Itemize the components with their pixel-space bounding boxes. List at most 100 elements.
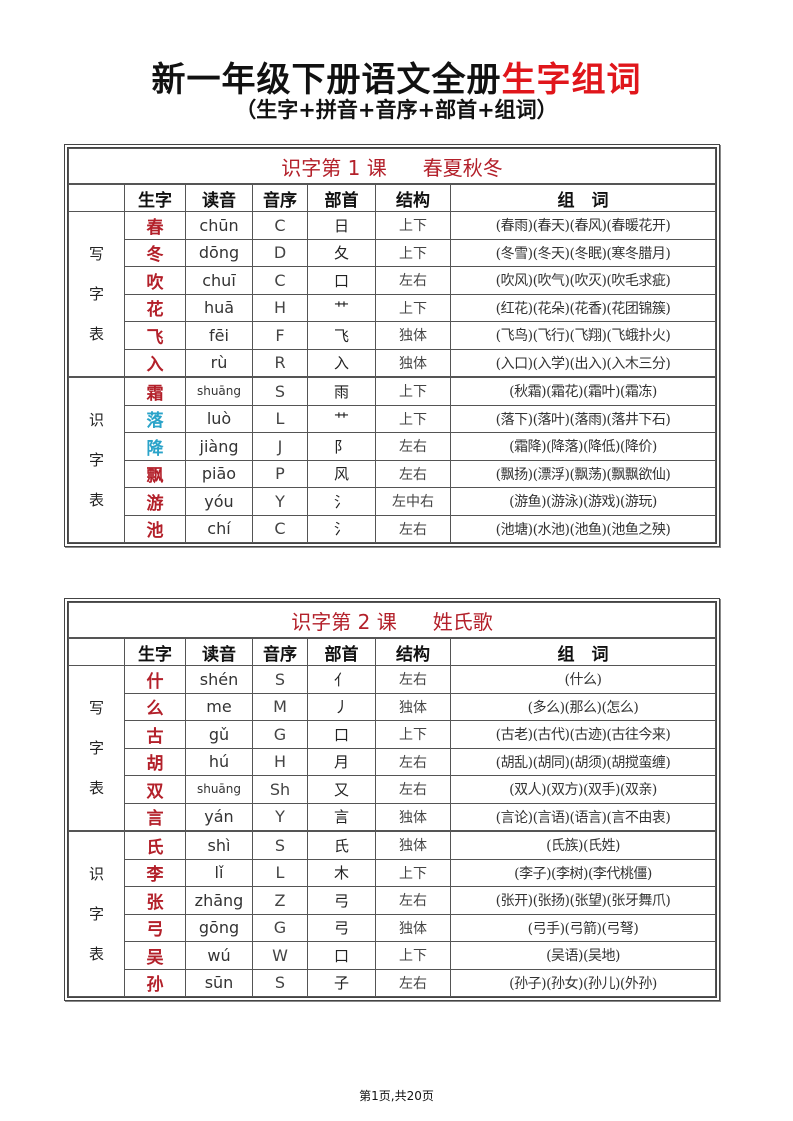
table-row: 花 huā H 艹上下 (红花)(花朵)(花香)(花团锦簇)	[69, 293, 716, 322]
char-cell: 弓	[124, 913, 186, 942]
order-cell: L	[252, 404, 308, 433]
table-row: 冬 dōng D 夂上下 (冬雪)(冬天)(冬眠)(寒冬腊月)	[69, 238, 716, 267]
words-cell: (飘扬)(漂浮)(飘荡)(飘飘欲仙)	[450, 459, 716, 488]
radical-cell: 氵	[307, 487, 376, 516]
pinyin-cell: chí	[185, 514, 253, 543]
structure-cell: 左右	[375, 747, 451, 776]
page-subtitle: （生字+拼音+音序+部首+组词）	[235, 98, 558, 122]
pinyin-cell: gōng	[185, 913, 253, 942]
vocab-table: 识字第 1 课春夏秋冬 生字 读音 音序 部首 结构组 词写字表春 chūn C 日上下 (春雨)…	[68, 148, 716, 543]
group-label-char: 字	[88, 905, 104, 923]
table-row: 孙 sūn S 子左右 (孙子)(孙女)(孙儿)(外孙)	[69, 968, 716, 997]
group-label-char: 字	[88, 285, 104, 303]
structure-cell: 独体	[375, 321, 451, 350]
words-cell: (落下)(落叶)(落雨)(落井下石)	[450, 404, 716, 433]
order-cell: R	[252, 348, 308, 378]
lesson-title: 识字第 2 课 姓氏歌	[68, 602, 716, 639]
radical-cell: 弓	[307, 886, 376, 915]
order-cell: G	[252, 720, 308, 749]
order-cell: C	[252, 211, 308, 240]
char-cell: 入	[124, 348, 186, 378]
group-label: 识字表	[68, 376, 125, 543]
pinyin-cell: jiàng	[185, 432, 253, 461]
char-cell: 冬	[124, 238, 186, 267]
radical-cell: 雨	[307, 376, 376, 406]
radical-cell: 艹	[307, 404, 376, 433]
radical-cell: 艹	[307, 293, 376, 322]
column-header: 部首	[307, 183, 376, 212]
char-cell: 李	[124, 858, 186, 887]
char-cell: 胡	[124, 747, 186, 776]
order-cell: M	[252, 692, 308, 721]
pinyin-cell: yóu	[185, 487, 253, 516]
structure-cell: 左右	[375, 775, 451, 804]
words-cell: (春雨)(春天)(春风)(春暖花开)	[450, 211, 716, 240]
column-header: 音序	[252, 637, 308, 666]
words-cell: (池塘)(水池)(池鱼)(池鱼之殃)	[450, 514, 716, 543]
column-header: 音序	[252, 183, 308, 212]
order-cell: H	[252, 747, 308, 776]
header-blank	[68, 637, 125, 666]
char-cell: 降	[124, 432, 186, 461]
structure-cell: 上下	[375, 293, 451, 322]
char-cell: 春	[124, 211, 186, 240]
structure-cell: 上下	[375, 941, 451, 970]
lesson-number: 识字第 2 课	[291, 609, 397, 634]
table-row: 入 rù R 入独体 (入口)(入学)(出入)(入木三分)	[69, 348, 716, 378]
words-cell: (冬雪)(冬天)(冬眠)(寒冬腊月)	[450, 238, 716, 267]
radical-cell: 子	[307, 968, 376, 997]
pinyin-cell: wú	[185, 941, 253, 970]
table-row: 双 shuāng Sh 又左右 (双人)(双方)(双手)(双亲)	[69, 775, 716, 804]
order-cell: Sh	[252, 775, 308, 804]
words-cell: (吹风)(吹气)(吹灭)(吹毛求疵)	[450, 266, 716, 295]
words-cell: (霜降)(降落)(降低)(降价)	[450, 432, 716, 461]
order-cell: Y	[252, 487, 308, 516]
char-cell: 霜	[124, 376, 186, 406]
words-cell: (飞鸟)(飞行)(飞翔)(飞蛾扑火)	[450, 321, 716, 350]
pinyin-cell: zhāng	[185, 886, 253, 915]
pinyin-cell: huā	[185, 293, 253, 322]
order-cell: Y	[252, 802, 308, 832]
table-row: 落 luò L 艹上下 (落下)(落叶)(落雨)(落井下石)	[69, 404, 716, 433]
page-footer: 第1页,共20页	[359, 1089, 434, 1103]
radical-cell: 夂	[307, 238, 376, 267]
structure-cell: 左右	[375, 459, 451, 488]
radical-cell: 飞	[307, 321, 376, 350]
structure-cell: 独体	[375, 348, 451, 378]
group-label-char: 写	[88, 245, 104, 263]
radical-cell: 口	[307, 266, 376, 295]
group-label-char: 表	[88, 945, 104, 963]
group-label: 写字表	[68, 211, 125, 378]
structure-cell: 上下	[375, 858, 451, 887]
radical-cell: 木	[307, 858, 376, 887]
structure-cell: 独体	[375, 830, 451, 860]
char-cell: 落	[124, 404, 186, 433]
radical-cell: 亻	[307, 665, 376, 694]
column-header: 读音	[185, 637, 253, 666]
lesson-number: 识字第 1 课	[281, 155, 387, 180]
group-label-char: 写	[88, 699, 104, 717]
char-cell: 花	[124, 293, 186, 322]
pinyin-cell: chuī	[185, 266, 253, 295]
group-label-char: 字	[88, 451, 104, 469]
group-label-char: 表	[88, 779, 104, 797]
table-row: 古 gǔ G 口上下 (古老)(古代)(古迹)(古往今来)	[69, 720, 716, 749]
table-row: 李 lǐ L 木上下 (李子)(李树)(李代桃僵)	[69, 858, 716, 887]
group-label-char: 表	[88, 491, 104, 509]
structure-cell: 左右	[375, 665, 451, 694]
words-cell: (弓手)(弓箭)(弓弩)	[450, 913, 716, 942]
radical-cell: 言	[307, 802, 376, 832]
order-cell: C	[252, 266, 308, 295]
table-row: 池 chí C 氵左右 (池塘)(水池)(池鱼)(池鱼之殃)	[69, 514, 716, 543]
lesson-2-table: 识字第 2 课姓氏歌 生字 读音 音序 部首 结构组 词写字表什 shén S 亻左右 (什么) 么…	[64, 598, 720, 1001]
radical-cell: 月	[307, 747, 376, 776]
table-row: 写字表什 shén S 亻左右 (什么)	[68, 665, 716, 832]
words-cell: (言论)(言语)(语言)(言不由衷)	[450, 802, 716, 832]
words-cell: (孙子)(孙女)(孙儿)(外孙)	[450, 968, 716, 997]
pinyin-cell: luò	[185, 404, 253, 433]
radical-cell: 口	[307, 941, 376, 970]
char-cell: 游	[124, 487, 186, 516]
group-label-char: 识	[88, 865, 104, 883]
char-cell: 什	[124, 665, 186, 694]
